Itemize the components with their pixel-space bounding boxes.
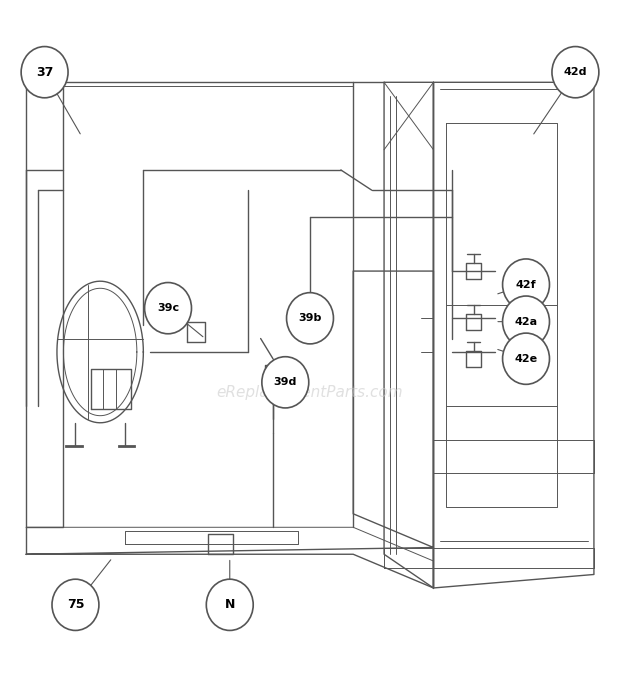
Text: eReplacementParts.com: eReplacementParts.com [216, 385, 404, 400]
Text: N: N [224, 598, 235, 611]
Text: 42d: 42d [564, 67, 587, 77]
Circle shape [262, 357, 309, 408]
Circle shape [286, 292, 334, 344]
Circle shape [503, 259, 549, 310]
Circle shape [206, 580, 253, 630]
Circle shape [503, 333, 549, 385]
Text: 42a: 42a [515, 317, 538, 326]
Text: 39d: 39d [273, 377, 297, 387]
Circle shape [144, 282, 192, 334]
Circle shape [21, 47, 68, 97]
Circle shape [503, 296, 549, 347]
Text: 75: 75 [67, 598, 84, 611]
Text: 42f: 42f [516, 280, 536, 290]
Circle shape [552, 47, 599, 97]
Text: 37: 37 [36, 66, 53, 79]
Text: 39c: 39c [157, 303, 179, 313]
Text: 39b: 39b [298, 313, 322, 324]
Text: 42e: 42e [515, 353, 538, 364]
Circle shape [52, 580, 99, 630]
